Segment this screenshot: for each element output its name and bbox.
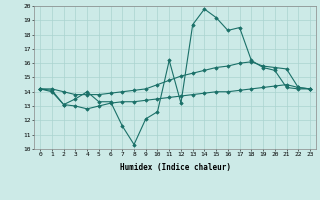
X-axis label: Humidex (Indice chaleur): Humidex (Indice chaleur): [120, 163, 231, 172]
